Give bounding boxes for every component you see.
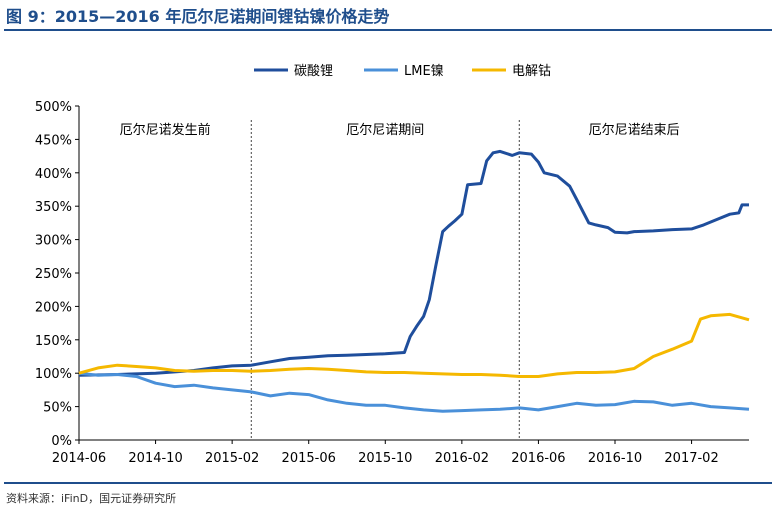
legend-label: 电解钴 <box>512 64 551 79</box>
y-tick-label: 350% <box>35 200 72 215</box>
footer-rule <box>4 482 772 484</box>
y-tick-label: 450% <box>35 133 72 148</box>
y-tick-label: 250% <box>35 267 72 282</box>
title-rule <box>4 29 772 31</box>
x-axis: 2014-06 2014-10 2015-02 2015-06 2015-10 2016-… <box>52 439 749 466</box>
x-tick-label: 2015-06 <box>282 451 336 466</box>
series-line-电解钴 <box>78 312 750 378</box>
y-tick-label: 0% <box>51 434 72 449</box>
period-dividers <box>250 120 520 440</box>
series-line-LME镍 <box>78 371 750 413</box>
x-tick-label: 2015-02 <box>205 451 259 466</box>
x-tick-label: 2014-06 <box>52 451 106 466</box>
series-line-碳酸锂 <box>78 149 749 377</box>
period-label: 厄尔尼诺期间 <box>346 123 424 138</box>
x-tick-label: 2016-02 <box>435 451 489 466</box>
x-tick-label: 2016-06 <box>511 451 565 466</box>
y-tick-label: 100% <box>35 367 72 382</box>
x-tick-label: 2016-10 <box>588 451 642 466</box>
line-chart: 碳酸锂 LME镍 电解钴 厄尔尼诺发生前 厄尔尼诺期间 厄尔尼诺结束后 0% 50% 100… <box>35 64 750 466</box>
period-label: 厄尔尼诺发生前 <box>120 122 211 138</box>
series-lines <box>78 149 750 413</box>
x-tick-label: 2015-10 <box>358 451 412 466</box>
legend: 碳酸锂 LME镍 电解钴 <box>254 64 551 79</box>
y-axis: 0% 50% 100% 150% 200% 250% 300% 350% 400% 450% 500… <box>35 100 80 449</box>
figure-title: 图 9：2015—2016 年厄尔尼诺期间锂钴镍价格走势 <box>6 7 390 26</box>
y-tick-label: 150% <box>35 334 72 349</box>
source-note: 资料来源：iFinD，国元证券研究所 <box>6 492 177 505</box>
y-tick-label: 300% <box>35 234 72 249</box>
legend-label: 碳酸锂 <box>294 64 333 79</box>
x-tick-label: 2014-10 <box>128 451 182 466</box>
period-labels: 厄尔尼诺发生前 厄尔尼诺期间 厄尔尼诺结束后 <box>120 122 680 138</box>
y-tick-label: 50% <box>43 401 72 416</box>
y-tick-label: 200% <box>35 300 72 315</box>
period-label: 厄尔尼诺结束后 <box>589 123 680 138</box>
y-tick-label: 500% <box>35 100 72 115</box>
legend-label: LME镍 <box>404 64 444 79</box>
y-tick-label: 400% <box>35 167 72 182</box>
x-tick-label: 2017-02 <box>664 451 718 466</box>
